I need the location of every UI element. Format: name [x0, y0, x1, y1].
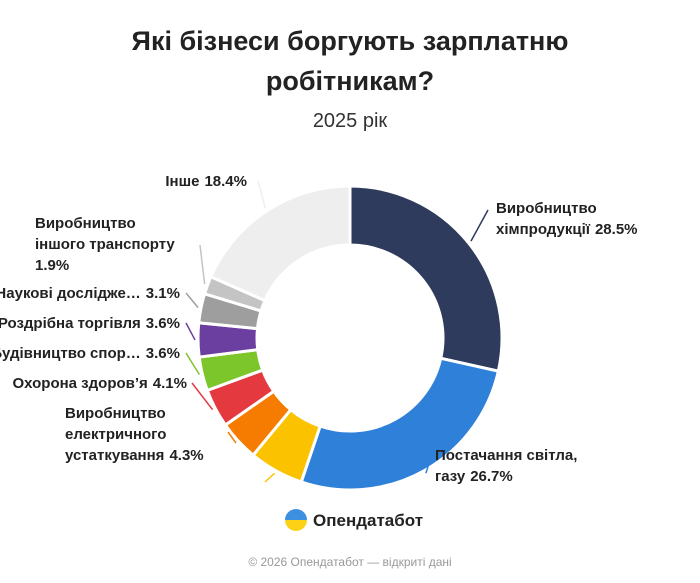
- label-line: Наукові дослідже…: [0, 285, 141, 302]
- logo-icon: [285, 520, 307, 531]
- data-label: Виробництво хімпродукції 28.5%: [496, 200, 638, 238]
- data-label: Наукові дослідже… 3.1%: [0, 285, 180, 302]
- data-label: Роздрібна торгівля 3.6%: [0, 315, 180, 332]
- value-label: 18.4%: [204, 173, 247, 190]
- data-label: Охорона здоров’я 4.1%: [12, 375, 187, 392]
- leader-line: [199, 244, 206, 285]
- data-label: Постачання світла, газу 26.7%: [435, 447, 577, 485]
- value-label: 4.1%: [153, 375, 187, 392]
- leader-line: [185, 292, 199, 309]
- donut-segment: [299, 356, 501, 492]
- value-label: 3.6%: [146, 315, 180, 332]
- data-label: Будівництво спор… 3.6%: [0, 345, 180, 362]
- label-line: Інше: [165, 173, 199, 190]
- label-line: Роздрібна торгівля: [0, 315, 141, 332]
- label-line: електричного: [65, 426, 166, 443]
- footer: © 2026 Опендатабот — відкриті дані: [248, 555, 451, 569]
- logo-icon: [285, 509, 307, 520]
- leader-line: [191, 382, 214, 411]
- leader-line: [185, 322, 196, 341]
- label-line: Виробництво: [35, 215, 136, 232]
- leader-line: [257, 180, 267, 209]
- logo-text: Опендатабот: [313, 511, 423, 530]
- data-label: Виробництво електричного устаткування 4.3%: [65, 405, 204, 464]
- title-line: Які бізнеси боргують зарплатню: [132, 26, 569, 56]
- label-line: Постачання світла,: [435, 447, 577, 464]
- leader-line: [264, 472, 275, 483]
- logo: Опендатабот: [285, 509, 423, 531]
- label-line: іншого транспорту: [35, 236, 175, 253]
- label-line: газу: [435, 468, 466, 485]
- data-label: Виробництво іншого транспорту 1.9%: [35, 215, 175, 274]
- leader-line: [227, 431, 237, 444]
- label-line: Охорона здоров’я: [12, 375, 147, 392]
- label-line: Будівництво спор…: [0, 345, 141, 362]
- leader-line: [425, 459, 431, 474]
- value-label: 4.3%: [169, 447, 203, 464]
- subtitle: 2025 рік: [313, 110, 388, 132]
- donut-segment: [348, 184, 504, 373]
- value-label: 26.7%: [470, 468, 513, 485]
- title-line: робітникам?: [266, 66, 434, 96]
- leader-line: [185, 352, 201, 376]
- value-label: 28.5%: [595, 221, 638, 238]
- value-label: 3.6%: [146, 345, 180, 362]
- leader-line: [470, 209, 489, 242]
- value-label: 1.9%: [35, 257, 69, 274]
- label-line: хімпродукції: [496, 221, 591, 238]
- label-line: Виробництво: [65, 405, 166, 422]
- value-label: 3.1%: [146, 285, 180, 302]
- label-line: Виробництво: [496, 200, 597, 217]
- data-label: Інше 18.4%: [165, 173, 247, 190]
- donut-segment: [208, 184, 352, 303]
- label-line: устаткування: [65, 447, 164, 464]
